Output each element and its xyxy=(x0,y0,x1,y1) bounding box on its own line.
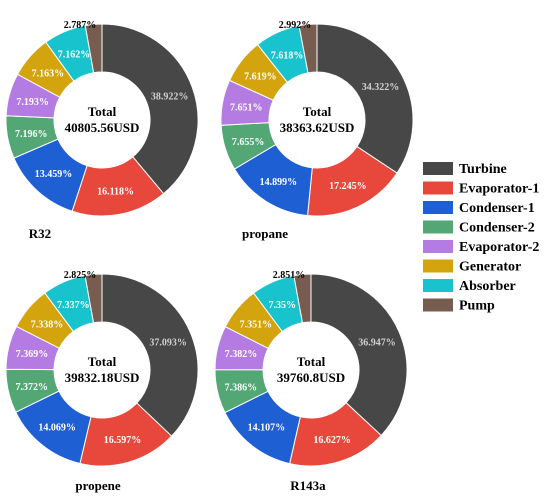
legend: Turbine Evaporator-1 Condenser-1 Condenser-… xyxy=(423,162,539,314)
donut-segment-pump xyxy=(84,273,103,324)
segment-value-label: 2.787% xyxy=(64,20,97,31)
center-total-value: 39760.8USD xyxy=(277,370,345,385)
legend-item-evaporator-1: Evaporator-1 xyxy=(423,181,539,197)
legend-item-evaporator-2: Evaporator-2 xyxy=(423,240,539,255)
donut-chart-1: 38.922% 16.118% 13.459% 7.196% 7.193% 7.163% 7… xyxy=(5,20,199,241)
donut-segment-turbine xyxy=(101,23,199,195)
legend-swatch xyxy=(423,220,453,234)
segment-value-label: 17.245% xyxy=(329,181,367,192)
legend-swatch xyxy=(423,181,453,195)
segment-value-label: 7.619% xyxy=(244,72,277,83)
segment-value-label: 34.322% xyxy=(362,82,400,93)
segment-value-label: 7.163% xyxy=(32,68,65,79)
center-total-value: 39832.18USD xyxy=(65,370,140,385)
segment-value-label: 37.093% xyxy=(149,338,187,349)
donut-segment-pump xyxy=(84,23,103,74)
segment-value-label: 7.372% xyxy=(16,382,49,393)
segment-value-label: 7.35% xyxy=(269,300,297,311)
legend-item-pump: Pump xyxy=(423,298,495,314)
segment-value-label: 14.069% xyxy=(38,422,76,433)
legend-label: Condenser-1 xyxy=(459,201,535,216)
segment-value-label: 7.651% xyxy=(230,103,263,114)
legend-label: Evaporator-2 xyxy=(459,240,539,255)
segment-value-label: 7.162% xyxy=(58,50,91,61)
chart-title: propane xyxy=(242,226,288,241)
segment-value-label: 2.825% xyxy=(64,270,97,281)
segment-value-label: 7.618% xyxy=(271,50,304,61)
segment-value-label: 7.351% xyxy=(240,320,273,331)
donut-charts: 38.922% 16.118% 13.459% 7.196% 7.193% 7.163% 7… xyxy=(5,20,414,493)
donut-chart-3: 37.093% 16.597% 14.069% 7.372% 7.369% 7.338% 7… xyxy=(5,270,199,493)
segment-value-label: 16.597% xyxy=(104,435,142,446)
donut-chart-4: 36.947% 16.627% 14.107% 7.386% 7.382% 7.351% 7… xyxy=(214,270,408,493)
chart-title: R32 xyxy=(29,226,51,241)
legend-label: Condenser-2 xyxy=(459,221,535,236)
legend-swatch xyxy=(423,201,453,214)
segment-value-label: 7.382% xyxy=(225,349,258,360)
segment-value-label: 2.992% xyxy=(279,20,312,31)
donut-segment-turbine xyxy=(316,23,414,174)
segment-value-label: 13.459% xyxy=(35,169,73,180)
segment-value-label: 7.338% xyxy=(31,320,64,331)
legend-item-absorber: Absorber xyxy=(423,279,516,294)
legend-swatch xyxy=(423,279,453,292)
legend-item-turbine: Turbine xyxy=(423,162,507,177)
center-total-value: 40805.56USD xyxy=(65,120,140,135)
legend-label: Pump xyxy=(459,299,495,314)
legend-swatch xyxy=(423,259,453,273)
segment-value-label: 38.922% xyxy=(151,91,189,102)
segment-value-label: 7.337% xyxy=(57,300,90,311)
segment-value-label: 14.107% xyxy=(248,423,286,434)
legend-label: Turbine xyxy=(459,162,507,177)
legend-swatch xyxy=(423,240,453,253)
segment-value-label: 14.899% xyxy=(260,177,298,188)
center-total-value: 38363.62USD xyxy=(280,120,355,135)
segment-value-label: 7.196% xyxy=(15,129,48,140)
legend-label: Absorber xyxy=(459,279,516,294)
legend-label: Generator xyxy=(459,260,521,275)
segment-value-label: 7.655% xyxy=(232,137,265,148)
chart-title: propene xyxy=(75,478,120,493)
donut-chart-2: 34.322% 17.245% 14.899% 7.655% 7.651% 7.619% 7… xyxy=(220,20,414,241)
legend-label: Evaporator-1 xyxy=(459,182,539,197)
segment-value-label: 7.193% xyxy=(16,97,49,108)
donut-segment-pump xyxy=(298,23,318,74)
donut-segment-turbine xyxy=(101,273,199,437)
segment-value-label: 16.118% xyxy=(97,187,134,198)
legend-swatch xyxy=(423,298,453,312)
segment-value-label: 16.627% xyxy=(313,435,351,446)
segment-value-label: 7.386% xyxy=(225,382,258,393)
center-total-label: Total xyxy=(303,104,332,119)
legend-item-condenser-2: Condenser-2 xyxy=(423,220,535,236)
donut-segment-turbine xyxy=(310,273,408,437)
chart-title: R143a xyxy=(290,478,326,493)
segment-value-label: 7.369% xyxy=(16,349,49,360)
donut-segment-pump xyxy=(293,273,312,324)
segment-value-label: 2.851% xyxy=(273,270,306,281)
center-total-label: Total xyxy=(297,354,326,369)
segment-value-label: 36.947% xyxy=(358,337,396,348)
center-total-label: Total xyxy=(88,354,117,369)
legend-swatch xyxy=(423,162,453,175)
legend-item-condenser-1: Condenser-1 xyxy=(423,201,535,216)
legend-item-generator: Generator xyxy=(423,259,521,275)
center-total-label: Total xyxy=(88,104,117,119)
